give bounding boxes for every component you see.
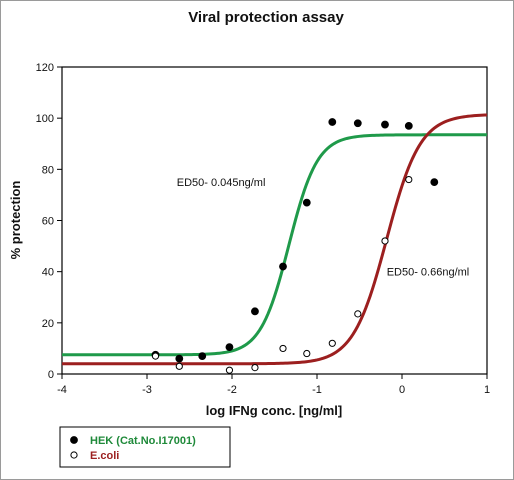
data-point-series-1 — [381, 120, 389, 129]
data-point-series-1 — [198, 352, 207, 360]
data-point-series-2 — [251, 364, 259, 372]
fit-curve-1 — [62, 133, 487, 357]
data-point-series-2 — [279, 344, 287, 353]
ed50-annotation-2: ED50- 0.66ng/ml — [387, 267, 470, 279]
x-tick-label: -4 — [57, 384, 67, 396]
data-point-series-1 — [328, 118, 337, 126]
data-point-series-2 — [354, 310, 362, 318]
data-point-series-2 — [225, 366, 234, 374]
data-point-series-1 — [279, 262, 287, 271]
legend-label: HEK (Cat.No.I17001) — [90, 435, 196, 447]
data-point-series-1 — [404, 121, 413, 130]
chart-title: Viral protection assay — [188, 9, 344, 26]
data-point-series-2 — [175, 362, 183, 370]
data-point-series-1 — [225, 343, 234, 352]
data-point-series-2 — [303, 349, 311, 358]
y-axis-label: % protection — [8, 181, 23, 260]
y-tick-label: 80 — [42, 164, 54, 176]
data-point-series-1 — [175, 354, 184, 363]
legend-box — [59, 426, 231, 468]
data-point-series-1 — [353, 119, 362, 128]
fit-curve-2 — [62, 113, 488, 366]
legend-label: E.coli — [90, 450, 119, 462]
y-tick-label: 0 — [48, 369, 54, 381]
y-tick-label: 20 — [42, 318, 54, 330]
y-tick-label: 120 — [36, 62, 54, 74]
data-point-series-2 — [381, 237, 389, 245]
data-point-series-1 — [430, 178, 439, 187]
data-point-series-1 — [251, 307, 259, 316]
legend: HEK (Cat.No.I17001) E.coli — [59, 426, 231, 468]
legend-marker — [70, 436, 78, 444]
plot-area — [61, 66, 488, 375]
data-point-series-1 — [302, 198, 311, 207]
y-tick-label: 60 — [42, 216, 54, 228]
data-point-series-2 — [328, 339, 336, 347]
x-tick-label: -2 — [227, 384, 237, 396]
x-tick-label: -1 — [312, 384, 322, 396]
x-tick-label: 0 — [399, 384, 405, 396]
ed50-annotation-1: ED50- 0.045ng/ml — [177, 177, 266, 189]
x-axis-label: log IFNg conc. [ng/ml] — [206, 403, 343, 418]
data-point-series-2 — [151, 352, 160, 360]
legend-marker — [70, 451, 78, 459]
data-point-series-2 — [405, 175, 413, 184]
y-tick-label: 40 — [42, 267, 54, 279]
y-tick-label: 100 — [36, 113, 54, 125]
x-tick-label: 1 — [484, 384, 490, 396]
x-tick-label: -3 — [142, 384, 152, 396]
